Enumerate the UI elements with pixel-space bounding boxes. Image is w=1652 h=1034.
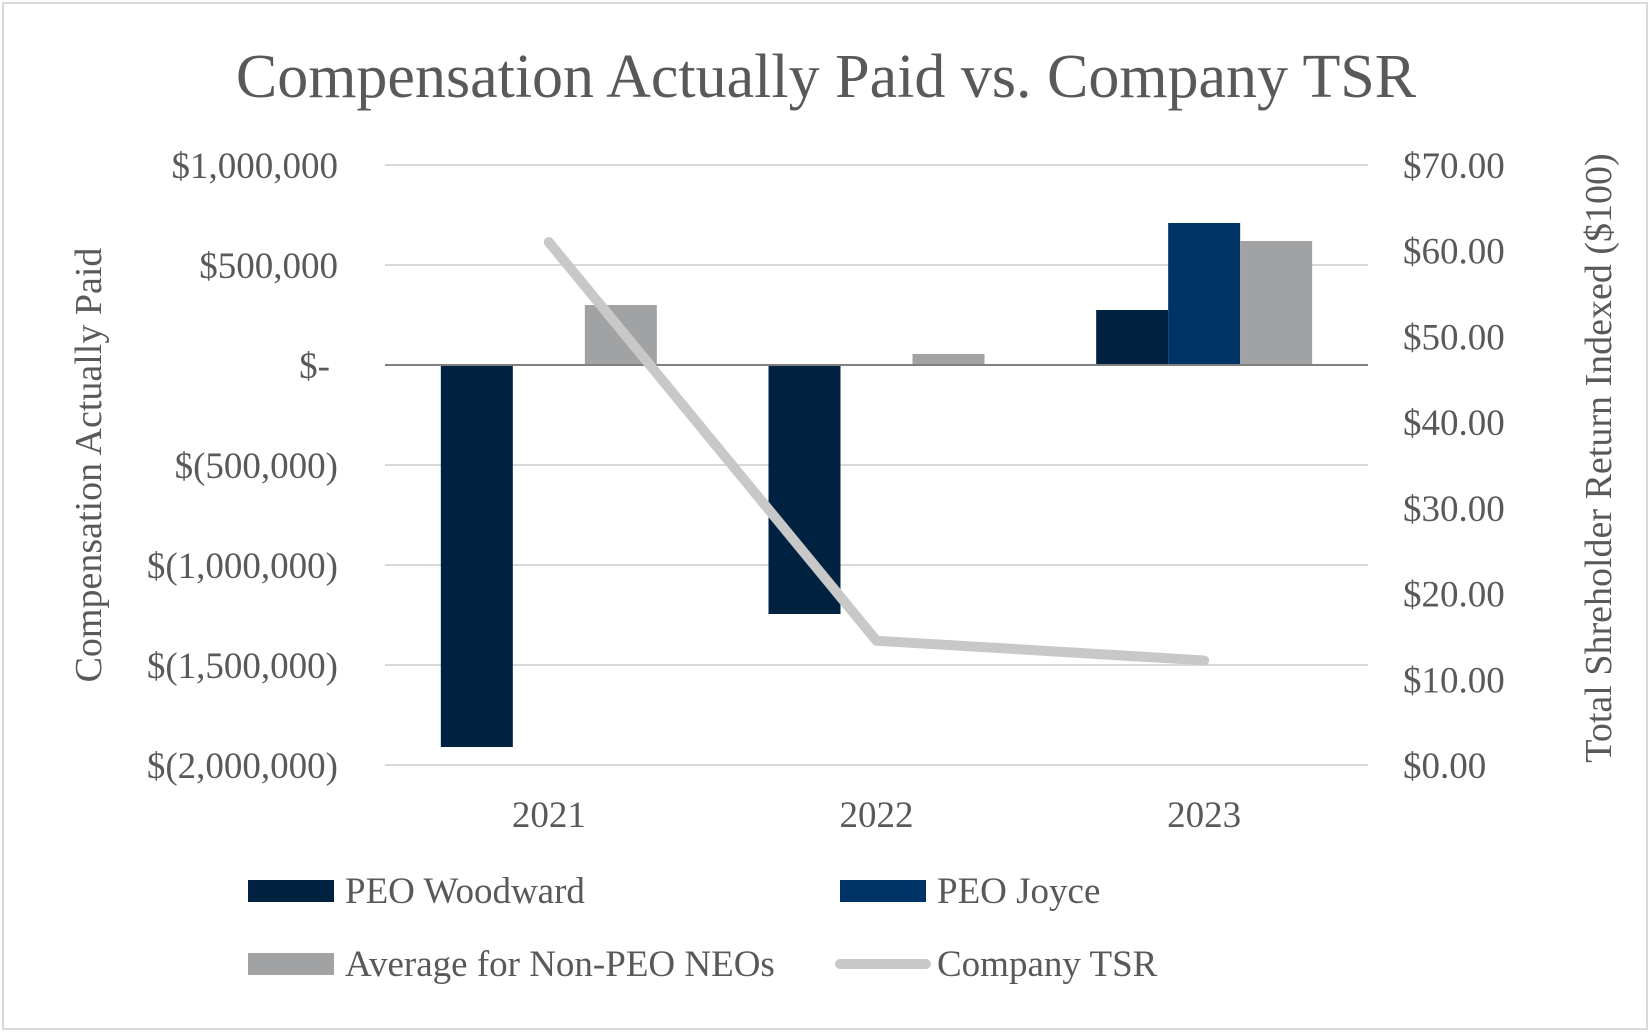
left-axis-ticks: $1,000,000 $500,000 $- $(500,000) $(1,000,00…	[147, 146, 338, 787]
legend-item-peo-woodward: PEO Woodward	[248, 871, 585, 912]
x-tick-label-2023: 2023	[1167, 795, 1241, 836]
legend: PEO Woodward PEO Joyce Average for Non-PEO…	[248, 871, 1158, 985]
tsr-line-series	[543, 237, 1210, 666]
x-tick-label-2022: 2022	[840, 795, 914, 836]
right-tick-label: $10.00	[1403, 660, 1505, 701]
left-tick-label: $500,000	[199, 246, 338, 287]
left-tick-label: $1,000,000	[172, 146, 339, 187]
legend-label: Average for Non-PEO NEOs	[345, 944, 775, 985]
bar-average-for-non-peo-neos-2022	[912, 354, 985, 365]
right-tick-label: $40.00	[1403, 403, 1505, 444]
legend-swatch	[248, 880, 334, 902]
right-tick-label: $0.00	[1403, 746, 1486, 787]
left-tick-label: $(2,000,000)	[147, 746, 338, 787]
x-axis-ticks: 2021 2022 2023	[512, 795, 1241, 836]
right-tick-label: $50.00	[1403, 317, 1505, 358]
left-tick-label: $(500,000)	[175, 446, 338, 487]
legend-label: Company TSR	[937, 944, 1158, 985]
right-tick-label: $70.00	[1403, 146, 1505, 187]
left-axis-title: Compensation Actually Paid	[68, 248, 110, 683]
right-tick-label: $30.00	[1403, 489, 1505, 530]
x-tick-label-2021: 2021	[512, 795, 586, 836]
right-axis-title: Total Shreholder Return Indexed ($100)	[1578, 153, 1620, 762]
line-company-tsr	[543, 237, 1210, 666]
legend-item-peo-joyce: PEO Joyce	[840, 871, 1100, 912]
legend-item-company-tsr: Company TSR	[835, 944, 1158, 985]
legend-label: PEO Joyce	[937, 871, 1100, 912]
chart-title: Compensation Actually Paid vs. Company T…	[236, 43, 1417, 111]
left-tick-label: $(1,500,000)	[147, 646, 338, 687]
bar-peo-woodward-2022	[768, 365, 841, 614]
right-axis-ticks: $70.00 $60.00 $50.00 $40.00 $30.00 $20.00 $10.…	[1403, 146, 1505, 787]
bar-series	[440, 223, 1313, 747]
legend-swatch	[248, 953, 334, 975]
legend-swatch	[840, 880, 926, 902]
left-tick-label: $-	[299, 346, 330, 387]
bar-average-for-non-peo-neos-2023	[1240, 241, 1313, 365]
bar-peo-joyce-2023	[1168, 223, 1241, 365]
left-tick-label: $(1,000,000)	[147, 546, 338, 587]
bar-peo-woodward-2023	[1096, 310, 1169, 365]
right-tick-label: $60.00	[1403, 232, 1505, 273]
bar-peo-woodward-2021	[440, 365, 513, 747]
legend-label: PEO Woodward	[345, 871, 585, 912]
right-tick-label: $20.00	[1403, 575, 1505, 616]
legend-item-average-for-non-peo-neos: Average for Non-PEO NEOs	[248, 944, 775, 985]
